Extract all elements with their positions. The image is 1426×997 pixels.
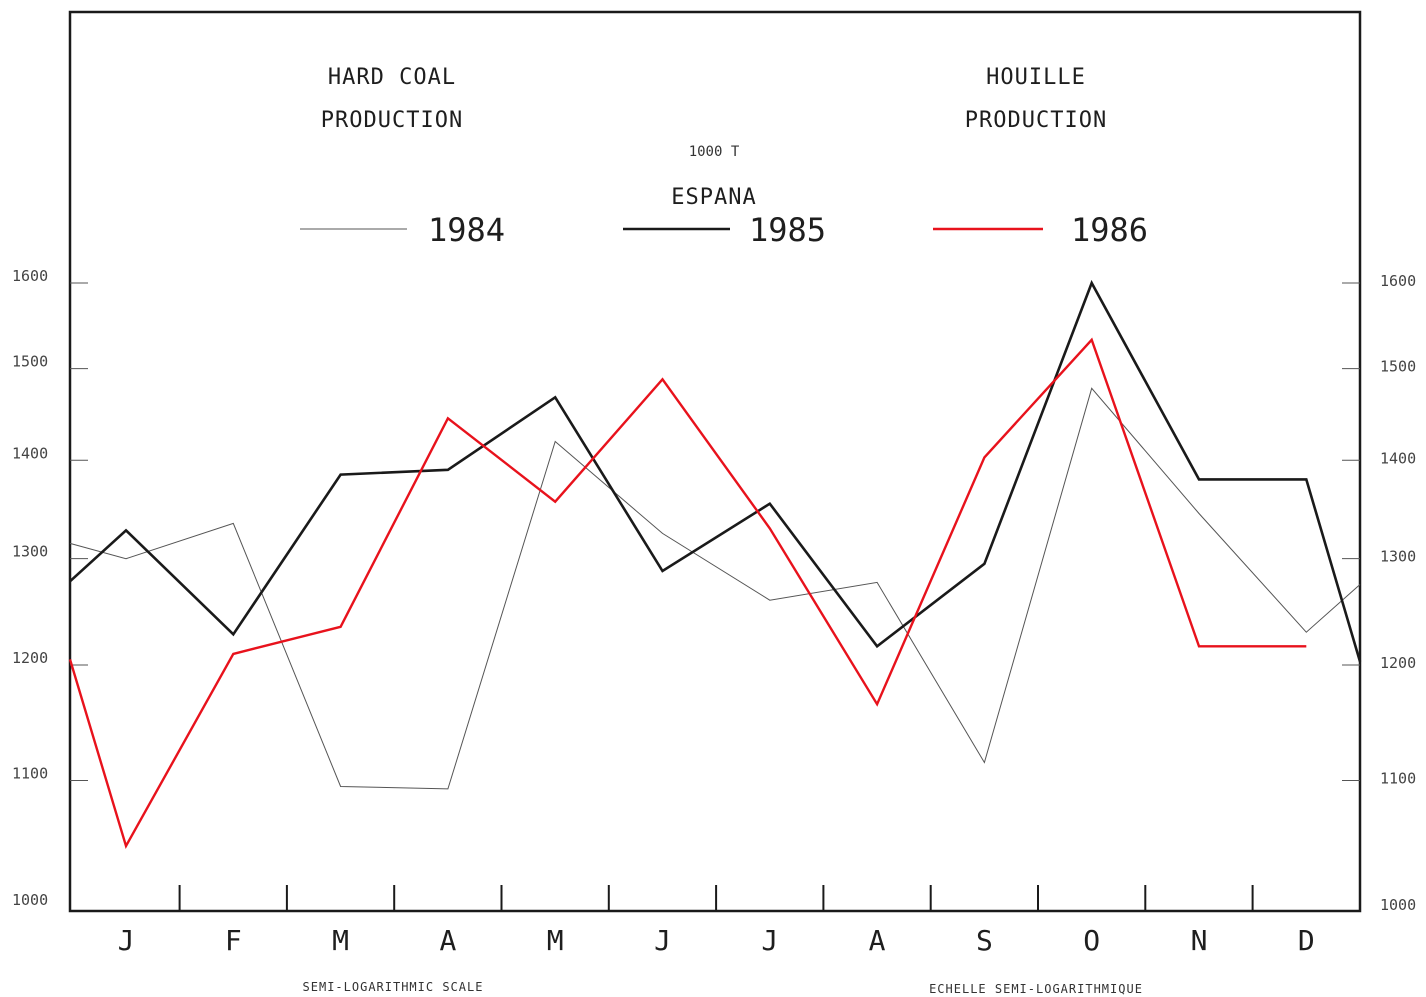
y-axis: 1000 1000 1100 1100 1200 1200 1300 1300 1400 1400… [12,267,1416,914]
y-tick-label-right: 1300 [1380,548,1416,566]
y-tick-label-left: 1300 [12,543,48,561]
y-tick-label-right: 1400 [1380,449,1416,467]
y-tick-label-left: 1100 [12,764,48,782]
y-tick-label-left: 1600 [12,267,48,285]
title-right-line2: PRODUCTION [965,108,1107,133]
title-left-line2: PRODUCTION [321,108,463,133]
legend-label-1986: 1986 [1071,211,1148,249]
x-tick-label: J [654,924,671,957]
x-tick-label: M [332,924,349,957]
x-tick-label: J [761,924,778,957]
series-line-1985 [69,279,1362,662]
x-tick-label: O [1083,924,1100,957]
title-right-line1: HOUILLE [986,65,1086,90]
subtitle: ESPANA [671,185,756,210]
y-tick-label-left: 1400 [12,444,48,462]
x-tick-label: D [1298,924,1315,957]
series-line-1984 [69,387,1361,790]
y-tick-label-right: 1100 [1380,769,1416,787]
x-tick-label: F [225,924,242,957]
plot-frame [68,10,1362,913]
y-tick-label-right: 1000 [1380,896,1416,914]
series-layer [68,279,1362,850]
y-tick-label-right: 1600 [1380,272,1416,290]
note-left: SEMI-LOGARITHMIC SCALE [303,980,484,994]
y-tick-label-right: 1200 [1380,654,1416,672]
x-tick-label: S [976,924,993,957]
y-tick-label-right: 1500 [1380,358,1416,376]
note-right: ECHELLE SEMI-LOGARITHMIQUE [929,982,1143,996]
y-tick-label-left: 1000 [12,891,48,909]
x-tick-label: N [1191,924,1208,957]
x-tick-label: A [439,924,456,957]
y-tick-label-left: 1200 [12,649,48,667]
unit-label: 1000 T [689,144,740,160]
series-line-1986 [68,337,1307,850]
legend: 1984 1985 1986 [300,211,1148,249]
y-tick-label-left: 1500 [12,353,48,371]
x-tick-label: M [547,924,564,957]
x-tick-label: J [118,924,135,957]
x-tick-label: A [869,924,886,957]
title-left-line1: HARD COAL [328,65,456,90]
legend-label-1985: 1985 [749,211,826,249]
legend-label-1984: 1984 [428,211,505,249]
